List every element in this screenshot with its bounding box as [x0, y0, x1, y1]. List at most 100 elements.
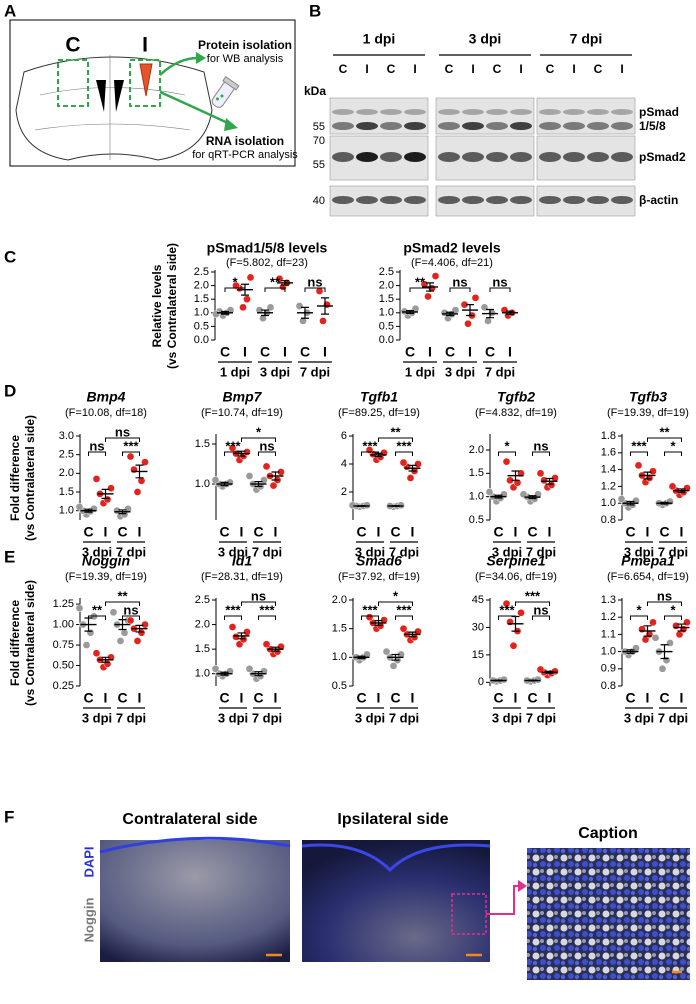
x-tick-label: I: [514, 690, 518, 706]
x-tick-label: I: [548, 690, 552, 706]
image-title: Caption: [578, 825, 638, 842]
data-point: [431, 272, 440, 280]
error-bar: [357, 655, 366, 660]
data-point: [672, 621, 680, 630]
significance-label: *: [232, 274, 238, 289]
panel-f: Contralateral side Ipsilateral side Capt…: [81, 811, 690, 980]
protein-label: 1/5/8: [639, 119, 666, 133]
y-axis-label: Fold difference: [8, 600, 22, 686]
stain-label: DAPI: [81, 846, 96, 877]
error-bar: [528, 679, 537, 682]
data-point: [485, 488, 494, 496]
data-point: [500, 306, 509, 314]
data-point: [133, 488, 142, 496]
x-tick-label: C: [527, 690, 537, 706]
error-bar: [626, 500, 635, 506]
significance-label: **: [659, 424, 670, 439]
lane-label: C: [445, 62, 454, 76]
y-tick-label: 1.0: [194, 307, 209, 319]
error-bar: [545, 477, 554, 485]
group-label: 1 dpi: [363, 31, 396, 47]
data-point: [365, 613, 374, 622]
x-tick-label: I: [377, 690, 381, 706]
micrograph: [302, 840, 490, 962]
band: [539, 152, 561, 162]
significance-bracket: [264, 287, 286, 292]
panel-label: A: [4, 1, 16, 20]
y-tick-label: 1.0: [601, 497, 616, 509]
y-tick-label: 45: [472, 594, 484, 606]
error-bar: [220, 481, 229, 487]
band: [356, 152, 378, 162]
data-point: [246, 273, 255, 282]
significance-label: ***: [396, 602, 412, 617]
significance-label: ns: [307, 274, 322, 289]
marker-label: 40: [313, 195, 325, 207]
significance-label: ns: [452, 274, 467, 289]
band: [462, 196, 484, 204]
unit-label: kDa: [304, 84, 326, 98]
group-label: 3 dpi: [355, 710, 385, 725]
error-bar: [374, 620, 383, 626]
significance-label: ns: [533, 438, 548, 453]
x-tick-label: C: [659, 690, 669, 706]
marker-label: 55: [313, 121, 325, 133]
arrow: [159, 56, 199, 76]
x-tick-label: C: [117, 690, 127, 706]
significance-label: *: [670, 438, 676, 453]
significance-bracket: [361, 615, 379, 620]
band: [332, 196, 354, 204]
y-axis-label: (vs Contralateral side): [23, 415, 37, 541]
annotation: RNA isolation: [206, 134, 284, 148]
y-tick-label: 4: [341, 458, 347, 470]
y-tick-label: 2.5: [195, 594, 210, 606]
band: [611, 196, 633, 204]
y-tick-label: 1.2: [601, 611, 616, 623]
significance-bracket: [489, 287, 511, 292]
chart-title: Tgfb1: [360, 389, 398, 405]
x-tick-label: I: [377, 524, 381, 540]
error-bar: [408, 464, 417, 472]
data-point: [406, 474, 415, 482]
data-point: [137, 476, 146, 485]
significance-bracket: [449, 287, 471, 292]
y-tick-label: 0.0: [194, 334, 209, 346]
band: [438, 196, 460, 204]
x-tick-label: I: [274, 524, 278, 540]
y-tick-label: 1.25: [53, 598, 74, 610]
significance-label: ***: [499, 602, 515, 617]
band: [611, 152, 633, 162]
band: [462, 152, 484, 162]
y-tick-label: 1.0: [469, 491, 484, 503]
significance-bracket: [224, 287, 246, 292]
y-tick-label: 2.5: [59, 449, 74, 461]
significance-label: ns: [115, 424, 130, 439]
chart-title: Pmepa1: [621, 553, 675, 569]
x-tick-label: I: [411, 524, 415, 540]
x-tick-label: I: [428, 344, 432, 360]
inset-arrow: [486, 885, 522, 915]
error-bar: [135, 464, 144, 479]
micrograph: [527, 848, 690, 980]
x-tick-label: C: [83, 690, 93, 706]
chart-subtitle: (F=19.39, df=19): [607, 407, 689, 419]
y-tick-label: 1.4: [601, 464, 616, 476]
panel-label: E: [4, 547, 15, 566]
y-tick-label: 2.0: [469, 444, 484, 456]
significance-bracket: [395, 615, 413, 620]
data-point: [92, 475, 101, 483]
error-bar: [254, 481, 263, 487]
chart-subtitle: (F=10.08, df=18): [65, 407, 147, 419]
error-bar: [643, 471, 652, 480]
x-tick-label: I: [680, 524, 684, 540]
lane-label: I: [413, 62, 416, 76]
x-tick-label: I: [104, 524, 108, 540]
data-point: [509, 641, 518, 650]
data-point: [666, 639, 674, 647]
error-bar: [466, 304, 474, 317]
lane-label: C: [493, 62, 502, 76]
y-tick-label: 1.8: [601, 430, 616, 442]
y-tick-label: 2: [341, 486, 347, 498]
x-tick-label: C: [527, 524, 537, 540]
group-label: 7 dpi: [485, 364, 515, 379]
